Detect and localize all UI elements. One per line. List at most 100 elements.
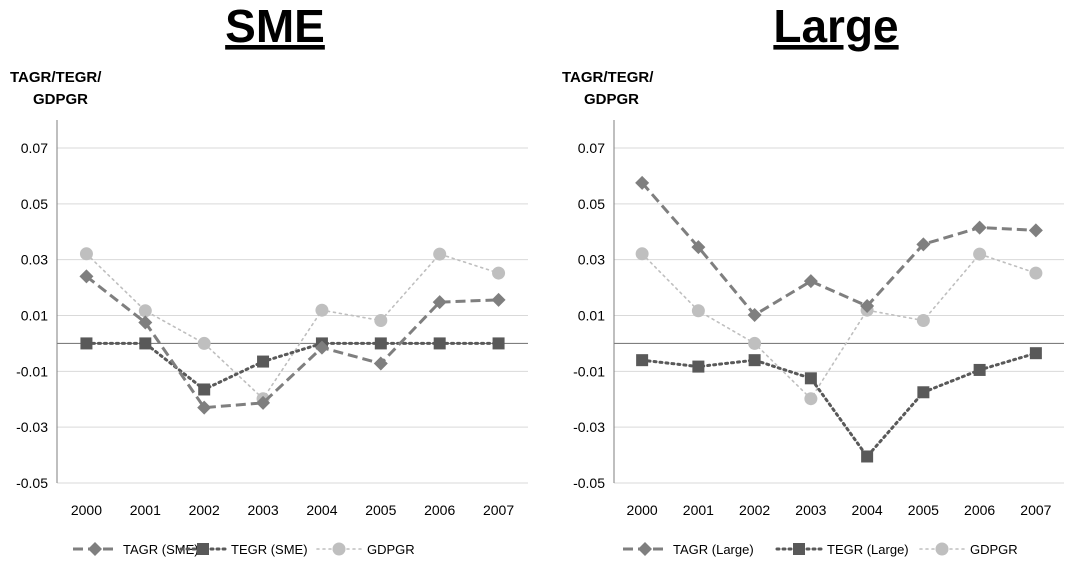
y-tick-label: -0.01 (16, 363, 48, 379)
series-tegr-sme (80, 337, 505, 396)
data-point (433, 247, 447, 261)
data-point (691, 304, 705, 318)
x-tick-label: 2006 (964, 502, 995, 518)
legend-label: TAGR (Large) (673, 542, 754, 557)
data-point (636, 354, 649, 367)
data-point (1028, 223, 1043, 238)
data-point (433, 337, 446, 350)
series-tagr-large (635, 175, 1043, 322)
series-line (641, 253, 1037, 400)
data-point (916, 314, 930, 328)
data-point (491, 292, 506, 307)
data-point (973, 247, 987, 261)
data-point (917, 386, 930, 399)
x-tick-label: 2004 (852, 502, 883, 518)
data-point (256, 395, 271, 410)
data-point (432, 295, 447, 310)
y-tick-label: 0.03 (21, 252, 48, 268)
y-tick-label: -0.03 (573, 419, 605, 435)
data-point (79, 269, 94, 284)
y-tick-label: 0.07 (21, 140, 48, 156)
legend-item: GDPGR (919, 542, 1018, 557)
data-point (1029, 347, 1042, 360)
data-point (861, 450, 874, 463)
data-point (374, 314, 388, 328)
legend-item: TEGR (SME) (179, 542, 308, 557)
x-tick-label: 2007 (483, 502, 514, 518)
x-tick-label: 2002 (739, 502, 770, 518)
legend-marker (935, 542, 949, 556)
y-tick-label: 0.07 (578, 140, 605, 156)
x-tick-label: 2004 (306, 502, 337, 518)
y-axis-label-line-2: GDPGR (33, 91, 88, 108)
data-point (79, 247, 93, 261)
data-point (692, 360, 705, 373)
y-tick-label: -0.05 (573, 475, 605, 491)
series-tegr-large (636, 347, 1042, 463)
x-tick-label: 2003 (247, 502, 278, 518)
data-point (197, 400, 212, 415)
data-point (972, 220, 987, 235)
x-tick-label: 2002 (189, 502, 220, 518)
data-point (804, 392, 818, 406)
data-point (373, 356, 388, 371)
data-point (635, 175, 650, 190)
legend-label: TEGR (SME) (231, 542, 308, 557)
data-point (492, 266, 506, 280)
data-point (80, 337, 93, 350)
data-point (691, 240, 706, 255)
chart-title: Large (773, 0, 898, 52)
series-line (84, 341, 501, 392)
y-tick-label: 0.01 (21, 308, 48, 324)
data-point (973, 363, 986, 376)
legend-marker (197, 543, 209, 555)
data-point (1029, 266, 1043, 280)
data-point (635, 247, 649, 261)
x-tick-label: 2006 (424, 502, 455, 518)
data-point (198, 383, 211, 396)
legend-marker (793, 543, 805, 555)
data-point (804, 372, 817, 385)
data-point (747, 307, 762, 322)
series-line (85, 275, 499, 410)
y-tick-label: 0.05 (21, 196, 48, 212)
series-line (85, 253, 500, 400)
y-tick-label: 0.01 (578, 308, 605, 324)
legend-item: TAGR (Large) (623, 542, 754, 557)
y-tick-label: -0.03 (16, 419, 48, 435)
x-tick-label: 2001 (130, 502, 161, 518)
data-point (314, 340, 329, 355)
data-point (138, 304, 152, 318)
series-gdpgr (79, 247, 506, 406)
data-point (492, 337, 505, 350)
series-tagr-sme (79, 269, 506, 415)
legend-label: TEGR (Large) (827, 542, 909, 557)
x-tick-label: 2005 (365, 502, 396, 518)
y-axis-label-line-2: GDPGR (584, 91, 639, 108)
data-point (374, 337, 387, 350)
chart-panel-sme: SME TAGR/TEGR/GDPGR 0.07 0.05 0.03 0.01 -0.01 -… (10, 0, 528, 557)
data-point (139, 337, 152, 350)
y-tick-label: 0.05 (578, 196, 605, 212)
legend-item: GDPGR (316, 542, 415, 557)
legend-marker (88, 542, 102, 556)
x-tick-label: 2007 (1020, 502, 1051, 518)
y-axis-label-line-1: TAGR/TEGR/ (10, 69, 102, 86)
data-point (803, 274, 818, 289)
data-point (916, 237, 931, 252)
legend-label: TAGR (SME) (123, 542, 199, 557)
x-tick-label: 2001 (683, 502, 714, 518)
legend-label: GDPGR (970, 542, 1018, 557)
y-axis-label-line-1: TAGR/TEGR/ (562, 69, 654, 86)
x-tick-label: 2000 (71, 502, 102, 518)
data-point (748, 336, 762, 350)
x-tick-label: 2005 (908, 502, 939, 518)
series-line (640, 351, 1038, 459)
x-tick-label: 2003 (795, 502, 826, 518)
series-gdpgr (635, 247, 1043, 406)
y-tick-label: 0.03 (578, 252, 605, 268)
data-point (315, 303, 329, 317)
legend-marker (638, 542, 652, 556)
legend-item: TAGR (SME) (73, 542, 199, 557)
x-tick-label: 2000 (627, 502, 658, 518)
